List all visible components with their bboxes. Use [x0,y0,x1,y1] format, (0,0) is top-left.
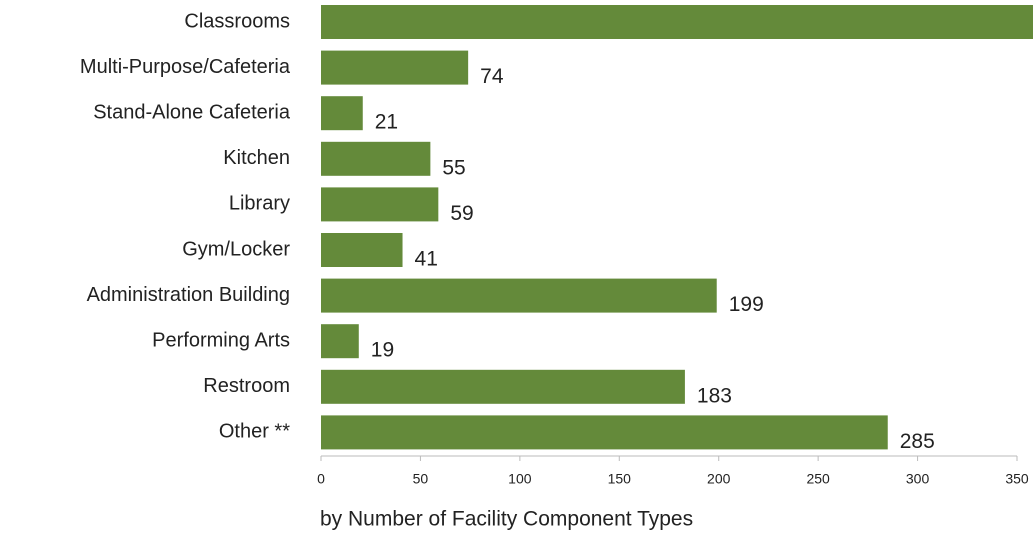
x-tick-label: 350 [1005,471,1029,487]
value-label: 41 [415,248,438,271]
bar [321,278,717,313]
x-tick-label: 50 [413,471,429,487]
bar [321,233,403,267]
bar [321,50,469,85]
bar [321,141,431,176]
y-tick-label: Performing Arts [152,329,290,351]
value-label: 55 [442,156,465,179]
x-tick-label: 150 [608,471,632,487]
y-tick-label: Library [229,193,290,215]
y-tick-label: Other ** [219,421,290,443]
value-label: 285 [900,430,935,453]
y-tick-label: Kitchen [223,147,290,169]
x-tick-label: 200 [707,471,731,487]
bar [321,5,1033,39]
bar [321,324,359,359]
y-tick-label: Restroom [203,375,290,397]
y-tick-label: Multi-Purpose/Cafeteria [80,56,291,78]
x-tick-label: 250 [806,471,830,487]
x-tick-label: 300 [906,471,930,487]
x-tick-label: 0 [317,471,325,487]
bar [321,369,685,404]
y-tick-label: Classrooms [184,10,290,32]
y-tick-label: Administration Building [87,284,290,306]
bar [321,96,363,131]
y-tick-label: Stand-Alone Cafeteria [93,101,291,123]
value-label: 74 [480,65,504,88]
bar [321,187,439,222]
y-tick-label: Gym/Locker [182,238,290,260]
bar [321,415,888,450]
value-label: 21 [375,111,398,134]
value-label: 59 [450,202,473,225]
x-axis-label: by Number of Facility Component Types [320,508,693,531]
x-tick-label: 100 [508,471,532,487]
value-label: 199 [729,293,764,316]
value-label: 19 [371,339,394,362]
value-label: 183 [697,384,732,407]
